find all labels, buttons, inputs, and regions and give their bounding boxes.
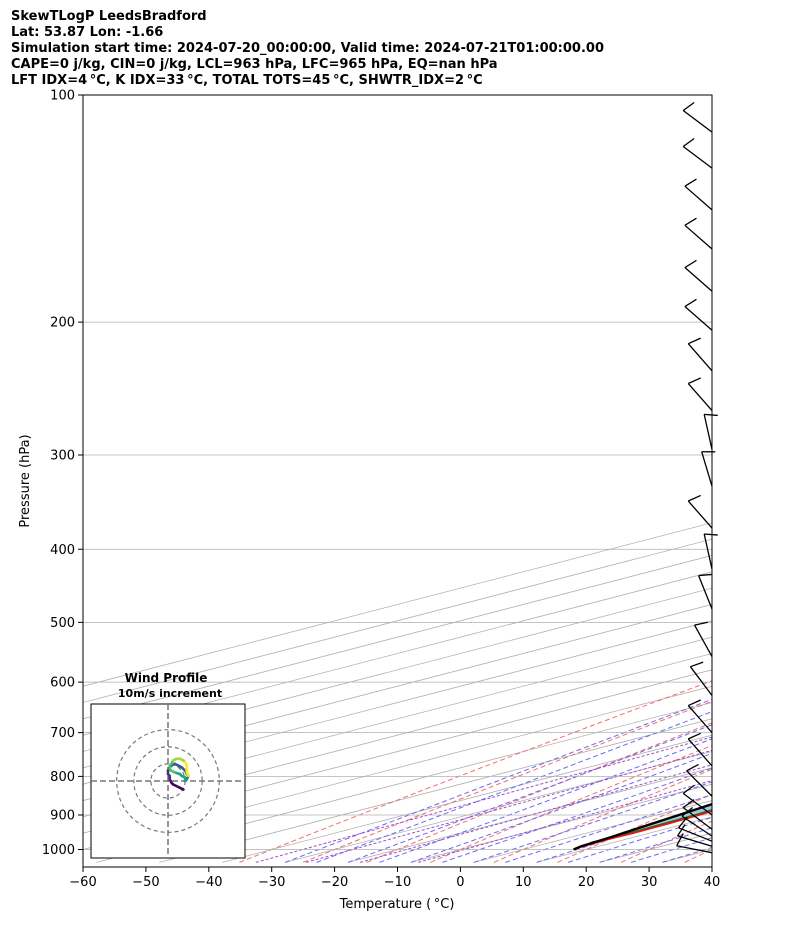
x-tick-label: 20 xyxy=(578,875,595,890)
moist-adiabat-line xyxy=(442,767,712,863)
hodograph-ring xyxy=(116,729,220,833)
dry-adiabat-line xyxy=(684,848,712,863)
wind-barb xyxy=(687,732,713,767)
isotherm-line xyxy=(96,702,712,863)
moist-adiabat-line xyxy=(505,794,712,863)
indices-line-2: LFT IDX=4 °C, K IDX=33 °C, TOTAL TOTS=45… xyxy=(11,73,483,88)
x-tick-label: −30 xyxy=(258,875,285,890)
dry-adiabat-line xyxy=(430,744,712,863)
wind-barb xyxy=(703,413,718,450)
dry-adiabat-line xyxy=(366,722,712,863)
wind-barbs xyxy=(676,102,718,854)
moist-adiabat-line xyxy=(347,724,712,863)
y-tick-label: 400 xyxy=(50,543,75,558)
wind-barb xyxy=(676,833,713,854)
hodograph-inset: Wind Profile 10m/s increment xyxy=(90,671,246,859)
indices-line-1: CAPE=0 j/kg, CIN=0 j/kg, LCL=963 hPa, LF… xyxy=(11,57,498,72)
x-tick-label: −20 xyxy=(321,875,348,890)
background-lines xyxy=(83,95,794,863)
wind-barb xyxy=(687,337,713,372)
x-tick-label: 40 xyxy=(704,875,721,890)
wind-barb xyxy=(687,699,713,734)
isotherm-line xyxy=(83,685,712,850)
moist-adiabat-line xyxy=(599,827,712,863)
moist-adiabat-line xyxy=(473,781,712,863)
isotherm-line xyxy=(473,800,712,863)
x-tick-label: 30 xyxy=(641,875,658,890)
wind-barb xyxy=(681,807,713,837)
y-tick-label: 1000 xyxy=(42,843,75,858)
profile-lines xyxy=(573,802,712,851)
hodograph-title: Wind Profile xyxy=(125,671,208,685)
isotherm-line xyxy=(83,571,712,736)
wind-barb xyxy=(693,621,713,657)
y-tick-label: 500 xyxy=(50,616,75,631)
wind-barb xyxy=(684,178,713,211)
dry-adiabat-line xyxy=(302,700,712,863)
dewpoint-line xyxy=(590,809,712,844)
wind-barb xyxy=(684,298,713,331)
wind-barb xyxy=(676,824,713,847)
wind-barb xyxy=(687,494,713,529)
x-axis-ticks: −60 −50 −40 −30 −20 −10 0 10 20 30 40 xyxy=(69,867,720,890)
hodograph-subtitle: 10m/s increment xyxy=(118,687,222,700)
x-tick-label: 10 xyxy=(515,875,532,890)
wind-barb xyxy=(684,259,713,292)
y-tick-label: 600 xyxy=(50,676,75,691)
y-axis-label: Pressure (hPa) xyxy=(18,434,33,527)
x-tick-label: −10 xyxy=(384,875,411,890)
y-tick-label: 200 xyxy=(50,316,75,331)
dry-adiabat-line xyxy=(557,793,712,863)
y-tick-label: 100 xyxy=(50,89,75,104)
y-tick-label: 900 xyxy=(50,808,75,823)
moist-adiabat-line xyxy=(316,711,712,863)
chart-title: SkewTLogP LeedsBradford xyxy=(11,9,207,24)
mixing-ratio-line xyxy=(418,779,712,863)
location-line: Lat: 53.87 Lon: -1.66 xyxy=(11,25,164,40)
x-tick-label: −60 xyxy=(69,875,96,890)
isotherm-line xyxy=(83,669,712,834)
wind-barb xyxy=(684,217,713,250)
wind-barb xyxy=(701,451,716,487)
time-line: Simulation start time: 2024-07-20_00:00:… xyxy=(11,41,604,56)
y-tick-label: 800 xyxy=(50,770,75,785)
isotherm-line xyxy=(159,718,712,863)
isotherm-line xyxy=(83,620,712,785)
hodograph-segment xyxy=(185,771,190,778)
isotherm-line xyxy=(662,849,712,863)
dry-adiabat-line xyxy=(748,95,794,862)
wind-barb xyxy=(687,377,713,412)
wind-barb xyxy=(703,533,718,570)
x-tick-label: 0 xyxy=(456,875,464,890)
hodograph-ring xyxy=(133,746,203,816)
x-tick-label: −40 xyxy=(195,875,222,890)
wind-barb xyxy=(682,784,713,816)
x-axis-label: Temperature ( °C) xyxy=(339,897,455,912)
mixing-ratio-line xyxy=(255,736,712,863)
wind-barb xyxy=(689,661,713,696)
wind-barb xyxy=(682,102,713,133)
wind-barb xyxy=(698,573,713,610)
moist-adiabat-line xyxy=(379,738,712,863)
isotherm-line xyxy=(83,653,712,818)
cape-shading xyxy=(573,804,712,850)
mixing-ratio-line xyxy=(359,764,712,863)
dry-adiabat-line xyxy=(239,680,712,863)
wind-barb xyxy=(682,137,713,169)
pressure-grid xyxy=(83,94,712,850)
y-axis-ticks: 1000 900 800 700 600 500 400 300 200 100 xyxy=(42,89,83,858)
temperature-line xyxy=(573,810,712,851)
isotherm-line xyxy=(83,636,712,801)
wind-barb xyxy=(686,763,713,797)
isotherm-line xyxy=(599,832,712,863)
chart-header: SkewTLogP LeedsBradford Lat: 53.87 Lon: … xyxy=(11,9,604,89)
y-tick-label: 300 xyxy=(50,448,75,463)
moist-adiabat-line xyxy=(662,846,712,863)
y-tick-label: 700 xyxy=(50,726,75,741)
x-tick-label: −50 xyxy=(132,875,159,890)
mixing-ratio-line xyxy=(305,749,712,863)
moist-adiabat-line xyxy=(630,837,712,863)
parcel-line xyxy=(573,802,712,851)
